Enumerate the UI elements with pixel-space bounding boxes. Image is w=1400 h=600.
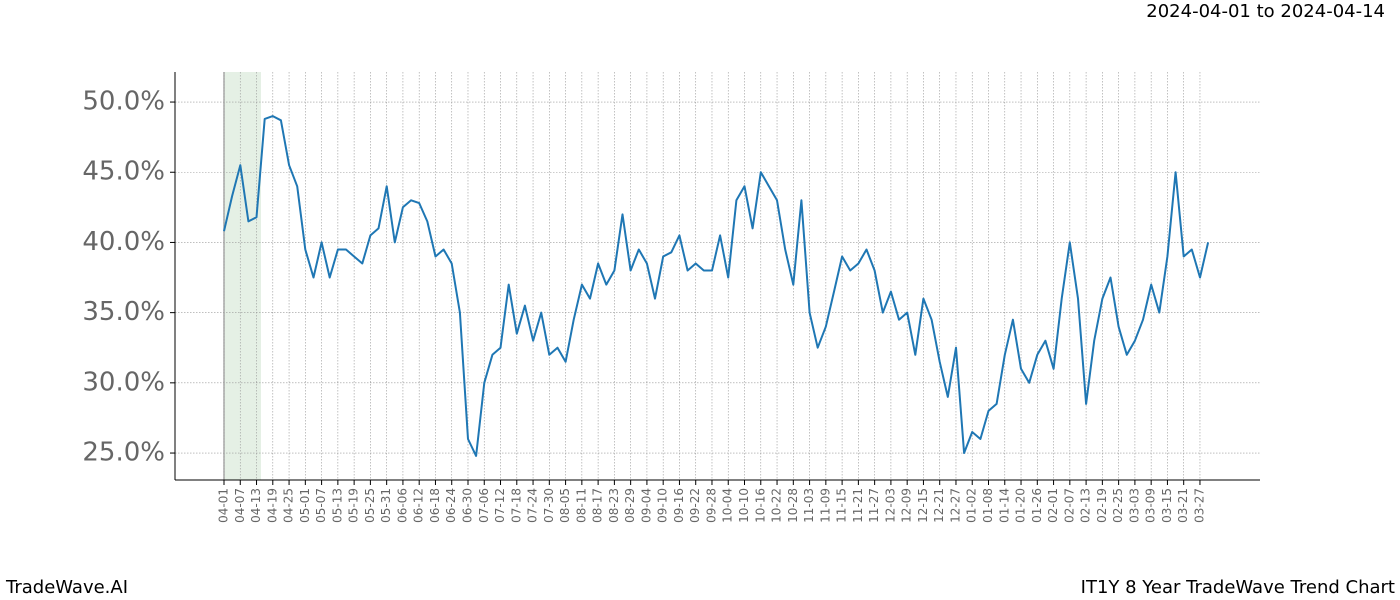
x-tick-label: 12-21 <box>932 488 946 523</box>
x-tick-label: 10-10 <box>737 488 751 523</box>
x-tick-label: 11-09 <box>818 488 832 523</box>
x-tick-label: 07-06 <box>477 488 491 523</box>
x-tick-label: 05-31 <box>379 488 393 523</box>
x-tick-label: 03-09 <box>1144 488 1158 523</box>
x-tick-label: 03-03 <box>1127 488 1141 523</box>
brand: TradeWave.AI <box>5 577 128 598</box>
date-range: 2024-04-01 to 2024-04-14 <box>1146 1 1385 22</box>
x-tick-label: 05-19 <box>347 488 361 523</box>
highlight-band <box>224 72 261 480</box>
x-tick-label: 07-18 <box>509 488 523 523</box>
x-tick-label: 09-04 <box>639 488 653 523</box>
x-tick-label: 03-27 <box>1192 488 1206 523</box>
x-tick-label: 12-09 <box>900 488 914 523</box>
x-tick-label: 08-23 <box>607 488 621 523</box>
x-tick-label: 06-06 <box>395 488 409 523</box>
x-tick-label: 07-30 <box>542 488 556 523</box>
x-tick-label: 03-21 <box>1176 488 1190 523</box>
x-tick-label: 10-04 <box>721 488 735 523</box>
chart-name: IT1Y 8 Year TradeWave Trend Chart <box>1081 577 1395 598</box>
x-tick-label: 06-30 <box>460 488 474 523</box>
x-tick-label: 05-07 <box>314 488 328 523</box>
x-tick-label: 04-19 <box>265 488 279 523</box>
y-tick-label: 25.0% <box>82 438 165 468</box>
x-tick-label: 11-15 <box>835 488 849 523</box>
x-tick-label: 01-02 <box>965 488 979 523</box>
x-tick-label: 04-25 <box>282 488 296 523</box>
x-tick-label: 10-28 <box>786 488 800 523</box>
x-tick-label: 05-25 <box>363 488 377 523</box>
x-tick-label: 01-26 <box>1030 488 1044 523</box>
x-tick-label: 07-12 <box>493 488 507 523</box>
x-tick-label: 05-01 <box>298 488 312 523</box>
y-tick-label: 30.0% <box>82 367 165 397</box>
x-tick-label: 10-16 <box>753 488 767 523</box>
x-tick-label: 12-15 <box>916 488 930 523</box>
x-tick-label: 12-03 <box>883 488 897 523</box>
x-tick-label: 08-11 <box>574 488 588 523</box>
line <box>223 115 1210 457</box>
x-tick-label: 02-13 <box>1079 488 1093 523</box>
x-tick-label: 09-28 <box>704 488 718 523</box>
x-tick-label: 02-19 <box>1095 488 1109 523</box>
x-tick-label: 02-25 <box>1111 488 1125 523</box>
x-tick-label: 09-10 <box>656 488 670 523</box>
x-tick-label: 02-01 <box>1046 488 1060 523</box>
x-tick-label: 08-05 <box>558 488 572 523</box>
x-tick-label: 11-27 <box>867 488 881 523</box>
x-tick-label: 12-27 <box>948 488 962 523</box>
x-tick-label: 08-29 <box>623 488 637 523</box>
x-tick-label: 05-13 <box>330 488 344 523</box>
x-tick-label: 06-24 <box>444 488 458 523</box>
x-tick-label: 04-07 <box>233 488 247 523</box>
x-tick-label: 08-17 <box>591 488 605 523</box>
x-tick-label: 11-03 <box>802 488 816 523</box>
x-tick-label: 02-07 <box>1062 488 1076 523</box>
x-tick-label: 07-24 <box>526 488 540 523</box>
x-tick-label: 01-20 <box>1014 488 1028 523</box>
x-tick-label: 10-22 <box>770 488 784 523</box>
y-tick-label: 50.0% <box>82 87 165 117</box>
y-tick-label: 45.0% <box>82 157 165 187</box>
x-tick-label: 04-01 <box>217 488 231 523</box>
x-tick-label: 06-18 <box>428 488 442 523</box>
x-tick-label: 09-16 <box>672 488 686 523</box>
x-tick-label: 01-08 <box>981 488 995 523</box>
y-tick-label: 35.0% <box>82 297 165 327</box>
x-tick-label: 11-21 <box>851 488 865 523</box>
x-tick-label: 03-15 <box>1160 488 1174 523</box>
x-tick-label: 09-22 <box>688 488 702 523</box>
x-tick-label: 01-14 <box>997 488 1011 523</box>
x-tick-label: 06-12 <box>412 488 426 523</box>
y-tick-label: 40.0% <box>82 227 165 257</box>
x-tick-label: 04-13 <box>249 488 263 523</box>
